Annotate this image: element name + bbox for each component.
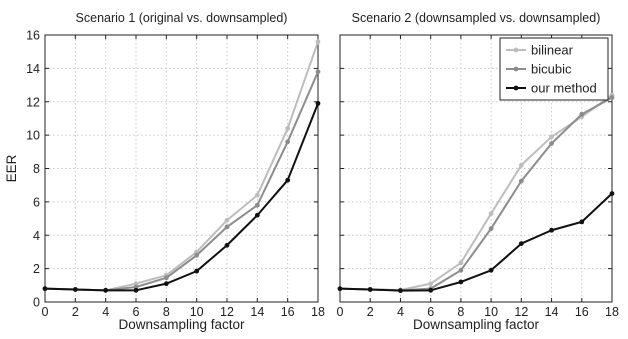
x-tick-label: 16 [575, 305, 589, 319]
x-tick-label: 8 [163, 305, 170, 319]
data-point [579, 111, 585, 117]
x-axis-label: Downsampling factor [118, 317, 245, 332]
x-tick-label: 10 [190, 305, 204, 319]
data-point [609, 191, 615, 196]
x-tick-label: 8 [457, 305, 464, 319]
data-point [337, 286, 343, 292]
data-point [133, 284, 139, 290]
data-point [398, 288, 403, 294]
data-point [163, 281, 169, 287]
data-point [163, 275, 169, 281]
x-tick-label: 10 [484, 305, 498, 319]
panel-title: Scenario 1 (original vs. downsampled) [76, 11, 288, 25]
y-tick-label: 14 [26, 62, 40, 76]
data-point [133, 287, 139, 293]
data-point [518, 178, 524, 184]
legend-label: our method [531, 81, 597, 96]
data-point [254, 202, 260, 208]
data-point [194, 252, 200, 258]
x-tick-label: 12 [220, 305, 234, 319]
data-point [285, 126, 291, 131]
data-point [488, 211, 494, 216]
data-point [428, 287, 434, 293]
legend-marker [513, 47, 519, 53]
data-point [194, 268, 200, 274]
data-point [579, 219, 585, 225]
x-tick-label: 16 [281, 305, 295, 319]
x-tick-label: 6 [133, 305, 140, 319]
data-point [315, 39, 321, 45]
data-point [458, 279, 464, 285]
y-tick-label: 12 [26, 95, 40, 109]
data-point [42, 286, 48, 292]
x-tick-label: 14 [250, 305, 264, 319]
data-point [285, 139, 291, 145]
data-point [609, 95, 615, 100]
legend-label: bicubic [531, 62, 572, 77]
legend-label: bilinear [531, 43, 574, 58]
data-point [518, 241, 524, 246]
data-point [549, 134, 554, 140]
data-point [285, 177, 291, 183]
data-point [315, 101, 321, 106]
data-point [224, 242, 230, 248]
x-tick-label: 6 [427, 305, 434, 319]
y-tick-label: 8 [33, 162, 40, 176]
data-point [488, 267, 494, 273]
y-tick-label: 2 [33, 262, 40, 276]
x-tick-label: 0 [42, 305, 49, 319]
x-tick-label: 0 [337, 305, 344, 319]
data-point [458, 267, 464, 273]
legend-marker [513, 66, 519, 72]
data-point [488, 226, 494, 231]
data-point [518, 162, 524, 168]
data-point [458, 260, 464, 266]
data-point [315, 69, 321, 75]
x-tick-label: 4 [102, 305, 109, 319]
data-point [549, 227, 554, 233]
data-point [72, 287, 78, 292]
panel-scenario-1: 0 2 4 6 8 10 12 14 16 18 0 2 4 6 8 10 12 14 16 Scenario 1 (… [4, 11, 325, 332]
our-method-line [44, 103, 319, 292]
data-point [254, 212, 260, 218]
data-point [224, 224, 230, 230]
y-tick-label: 10 [26, 129, 40, 143]
data-point [549, 141, 554, 146]
data-point [367, 287, 373, 292]
data-point [103, 287, 109, 293]
data-point [428, 281, 434, 287]
data-point [224, 217, 230, 223]
y-axis-label: EER [4, 154, 19, 182]
x-tick-label: 12 [514, 305, 528, 319]
y-tick-label: 0 [33, 296, 40, 310]
x-tick-label: 2 [367, 305, 374, 319]
legend: bilinear bicubic our method [499, 37, 609, 101]
x-axis-label: Downsampling factor [413, 317, 540, 332]
panel-scenario-2: 0 2 4 6 8 10 12 14 16 18 Scenario 2 (downsampled v… [337, 11, 619, 332]
y-tick-label: 6 [33, 195, 40, 209]
y-tick-label: 4 [33, 229, 40, 243]
y-tick-label: 16 [26, 29, 40, 43]
x-tick-label: 14 [545, 305, 559, 319]
x-tick-label: 2 [72, 305, 79, 319]
x-tick-label: 4 [397, 305, 404, 319]
legend-marker [513, 85, 519, 91]
data-point [133, 281, 139, 287]
our-method-line [339, 192, 613, 292]
panel-title: Scenario 2 (downsampled vs. downsampled) [352, 11, 601, 25]
data-point [254, 192, 260, 198]
x-tick-label: 18 [605, 305, 619, 319]
x-tick-label: 18 [311, 305, 325, 319]
